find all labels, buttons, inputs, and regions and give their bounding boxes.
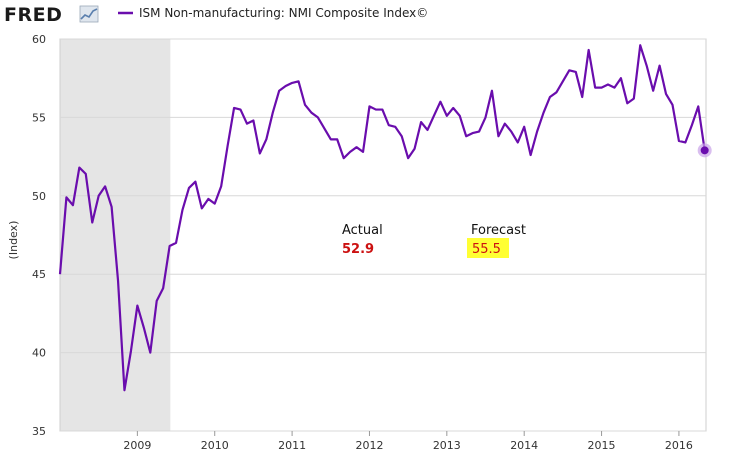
legend: ISM Non-manufacturing: NMI Composite Ind… [118, 6, 428, 20]
actual-label: Actual [342, 223, 383, 238]
series-line [58, 44, 706, 392]
forecast-value: 55.5 [472, 242, 501, 257]
forecast-highlight [467, 238, 509, 258]
y-tick-label: 50 [32, 190, 46, 203]
y-tick-label: 45 [32, 268, 46, 281]
y-axis-label: (Index) [7, 221, 20, 260]
forecast-annotation: Forecast 55.5 [467, 223, 526, 258]
x-tick-label: 2009 [123, 439, 151, 452]
fred-logo-text: FRED [4, 4, 62, 26]
x-tick-label: 2014 [510, 439, 538, 452]
y-tick-label: 40 [32, 347, 46, 360]
fred-logo-chart-icon [79, 5, 99, 23]
legend-entry-label: ISM Non-manufacturing: NMI Composite Ind… [139, 6, 428, 20]
actual-annotation: Actual 52.9 [342, 223, 383, 257]
forecast-label: Forecast [471, 223, 526, 238]
x-tick-label: 2010 [201, 439, 229, 452]
y-tick-label: 55 [32, 111, 46, 124]
actual-value: 52.9 [342, 242, 374, 257]
x-axis-ticks: 2009 2010 2011 2012 2013 2014 2015 2016 [123, 431, 693, 452]
y-tick-label: 60 [32, 33, 46, 46]
fred-logo[interactable]: FRED [4, 4, 99, 26]
x-tick-label: 2013 [433, 439, 461, 452]
x-tick-label: 2011 [278, 439, 306, 452]
last-point-marker[interactable] [700, 146, 709, 155]
x-tick-label: 2016 [665, 439, 693, 452]
recession-shading [60, 39, 171, 431]
gridlines [60, 38, 706, 432]
x-tick-label: 2015 [588, 439, 616, 452]
y-axis-ticks: 35 40 45 50 55 60 [32, 33, 46, 438]
x-tick-label: 2012 [355, 439, 383, 452]
y-tick-label: 35 [32, 425, 46, 438]
